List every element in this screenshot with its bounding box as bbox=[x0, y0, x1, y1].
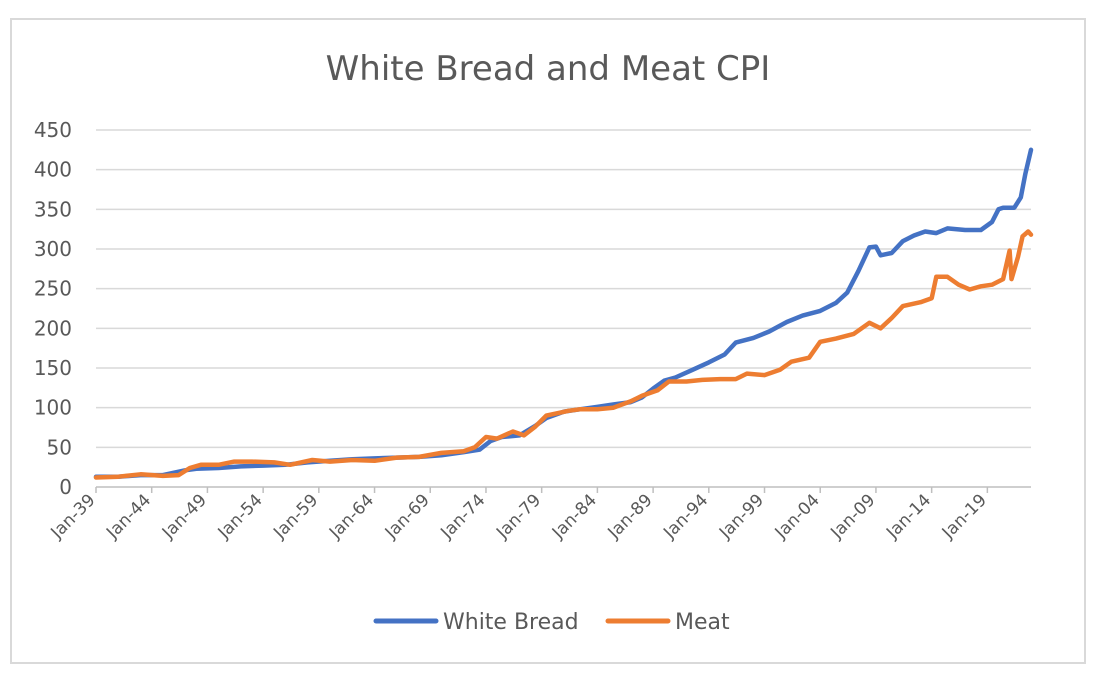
chart-frame bbox=[10, 18, 1086, 664]
series-line-meat bbox=[93, 229, 1034, 480]
legend: White Bread Meat bbox=[373, 610, 730, 635]
y-tick-label: 350 bbox=[34, 197, 72, 221]
x-tick-label: Jan-49 bbox=[158, 490, 211, 543]
y-tick-label: 100 bbox=[34, 396, 72, 420]
y-tick-label: 150 bbox=[34, 356, 72, 380]
x-tick-label: Jan-09 bbox=[826, 490, 879, 543]
y-tick-label: 300 bbox=[34, 237, 72, 261]
x-tick-label: Jan-74 bbox=[436, 490, 489, 543]
series-line-white-bread bbox=[93, 147, 1034, 479]
x-tick-label: Jan-89 bbox=[604, 490, 657, 543]
x-tick-label: Jan-04 bbox=[771, 490, 824, 543]
x-axis: Jan-39 Jan-44 Jan-49 Jan-54 Jan-59 Jan-64 Jan-… bbox=[47, 486, 1031, 543]
y-tick-label: 250 bbox=[34, 277, 72, 301]
y-tick-label: 50 bbox=[47, 435, 72, 459]
x-tick-label: Jan-99 bbox=[715, 490, 768, 543]
x-tick-label: Jan-14 bbox=[882, 490, 935, 543]
x-tick-label: Jan-44 bbox=[102, 490, 155, 543]
y-tick-label: 450 bbox=[34, 118, 72, 142]
y-tick-label: 0 bbox=[59, 475, 72, 499]
x-tick-label: Jan-59 bbox=[269, 490, 322, 543]
x-tick-label: Jan-94 bbox=[659, 490, 712, 543]
x-tick-label: Jan-54 bbox=[214, 490, 267, 543]
plot-series bbox=[93, 147, 1034, 480]
chart-title: White Bread and Meat CPI bbox=[326, 49, 771, 89]
legend-label-meat: Meat bbox=[675, 610, 730, 635]
y-tick-label: 200 bbox=[34, 316, 72, 340]
y-axis: 0 50 100 150 200 250 300 350 400 450 bbox=[34, 118, 72, 499]
legend-label-white-bread: White Bread bbox=[443, 610, 579, 635]
x-tick-label: Jan-39 bbox=[47, 490, 100, 543]
x-tick-label: Jan-69 bbox=[381, 490, 434, 543]
x-tick-label: Jan-84 bbox=[548, 490, 601, 543]
x-tick-label: Jan-19 bbox=[938, 490, 991, 543]
y-tick-label: 400 bbox=[34, 158, 72, 182]
x-tick-label: Jan-64 bbox=[325, 490, 378, 543]
gridlines bbox=[96, 129, 1031, 449]
x-tick-label: Jan-79 bbox=[492, 490, 545, 543]
